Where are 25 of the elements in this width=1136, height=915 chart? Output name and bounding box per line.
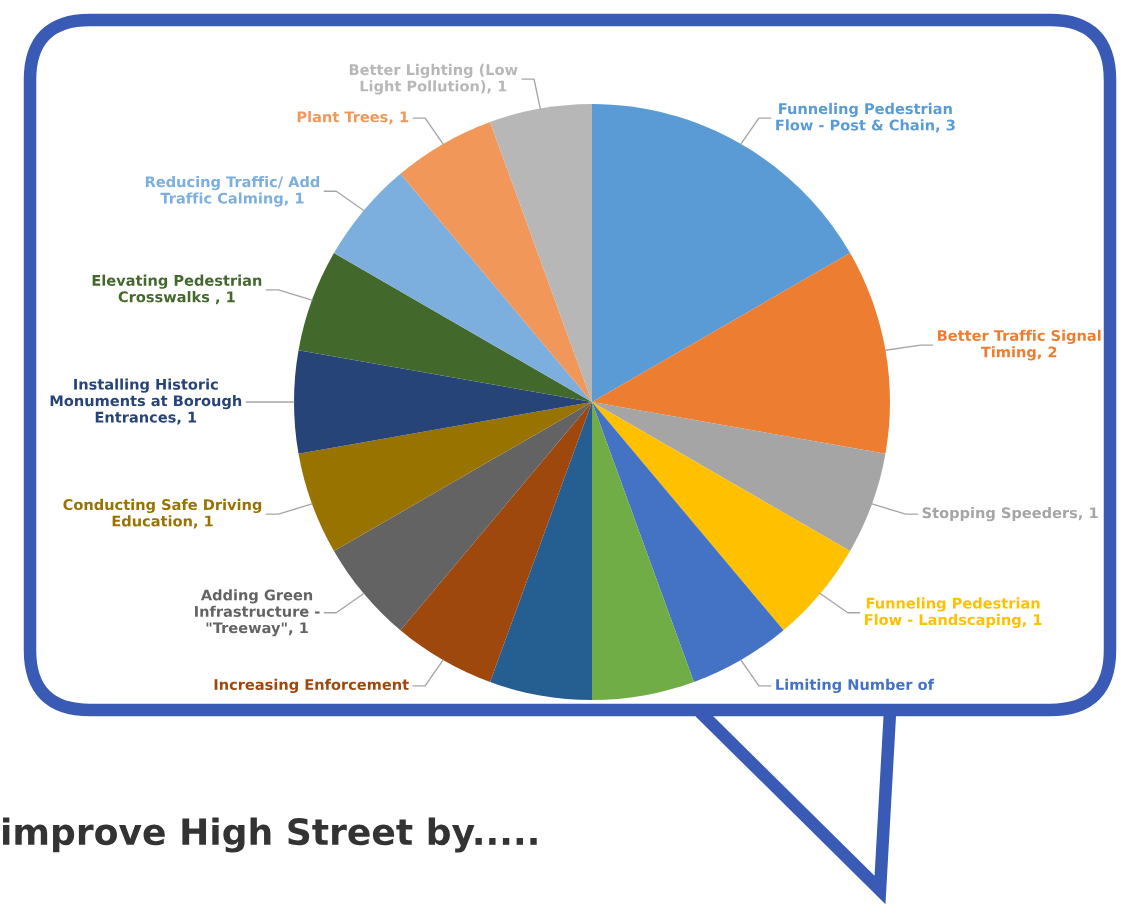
pie-slice <box>294 350 592 454</box>
slice-label: Conducting Safe Driving Education, 1 <box>63 498 262 529</box>
slice-label: Limiting Number of <box>776 678 935 693</box>
pie-slice <box>298 402 592 551</box>
pie-slice <box>592 402 694 700</box>
pie-slice <box>400 121 592 402</box>
pie-slice <box>490 104 592 402</box>
pie-slice <box>592 402 851 631</box>
pie-slice <box>490 402 592 700</box>
pie-slice <box>298 253 592 402</box>
text: improve High Street by..... <box>3 817 537 853</box>
slice-label: Reducing Traffic/ Add Traffic Calming, 1 <box>145 175 320 207</box>
slice-label: Better Traffic Signal Timing, 2 <box>938 329 1101 361</box>
pie-slice <box>592 253 890 454</box>
pie-slice <box>333 402 592 631</box>
slice-label: Elevating Pedestrian Crosswalks , 1 <box>92 274 262 305</box>
slice-label: Installing Historic Monuments at Borough Entrances, 1 <box>50 378 242 425</box>
slice-label: Increasing Enforcement <box>214 678 409 693</box>
slice-label: Funneling Pedestrian Flow - Post & Chain, 3 <box>776 102 955 133</box>
slice-label: Stopping Speeders, 1 <box>922 507 1098 522</box>
slice-label: Adding Green Infrastructure - "Treeway", 1 <box>195 589 320 637</box>
slice-label: Better Lighting (Low Light Pollution), 1 <box>349 63 518 95</box>
slice-label: Plant Trees, 1 <box>297 111 409 125</box>
slice-label: Funneling Pedestrian Flow - Landscaping, 1 <box>865 597 1042 629</box>
pie-slice <box>333 173 592 402</box>
